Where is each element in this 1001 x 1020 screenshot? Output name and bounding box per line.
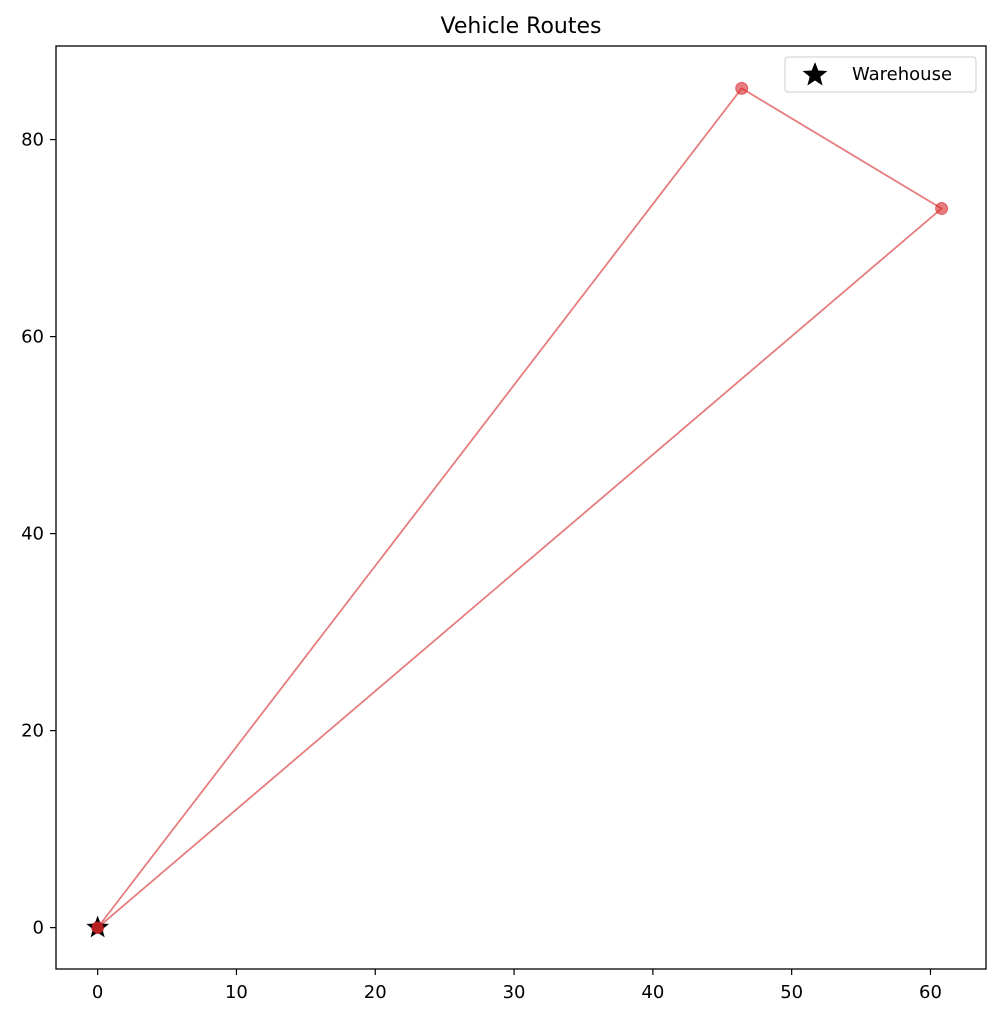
route-line: [96, 87, 944, 929]
route-stop-point-2: [935, 202, 949, 216]
axes: 0 10 20 30 40 50 60 0 20 40 60 80: [21, 45, 987, 1003]
chart-title: Vehicle Routes: [441, 14, 602, 39]
legend-box: [784, 56, 977, 93]
legend: Warehouse: [784, 56, 977, 93]
y-tick-label: 0: [33, 918, 44, 939]
y-tick-label: 20: [21, 721, 44, 742]
x-tick-label: 20: [364, 982, 387, 1003]
legend-label-warehouse: Warehouse: [852, 64, 952, 85]
plot-area: [86, 81, 949, 938]
x-tick-label: 0: [92, 982, 103, 1003]
legend-star-icon: [802, 62, 828, 86]
y-tick-label: 60: [21, 327, 44, 348]
x-tick-label: 30: [503, 982, 526, 1003]
y-tick-label: 80: [21, 130, 44, 151]
y-tick-label: 40: [21, 524, 44, 545]
axes-frame: [55, 45, 987, 970]
x-tick-label: 10: [225, 982, 248, 1003]
x-tick-label: 60: [919, 982, 942, 1003]
route-start-point: [91, 921, 104, 934]
x-tick-label: 40: [641, 982, 664, 1003]
route-stop-point-1: [735, 81, 749, 95]
x-tick-label: 50: [780, 982, 803, 1003]
